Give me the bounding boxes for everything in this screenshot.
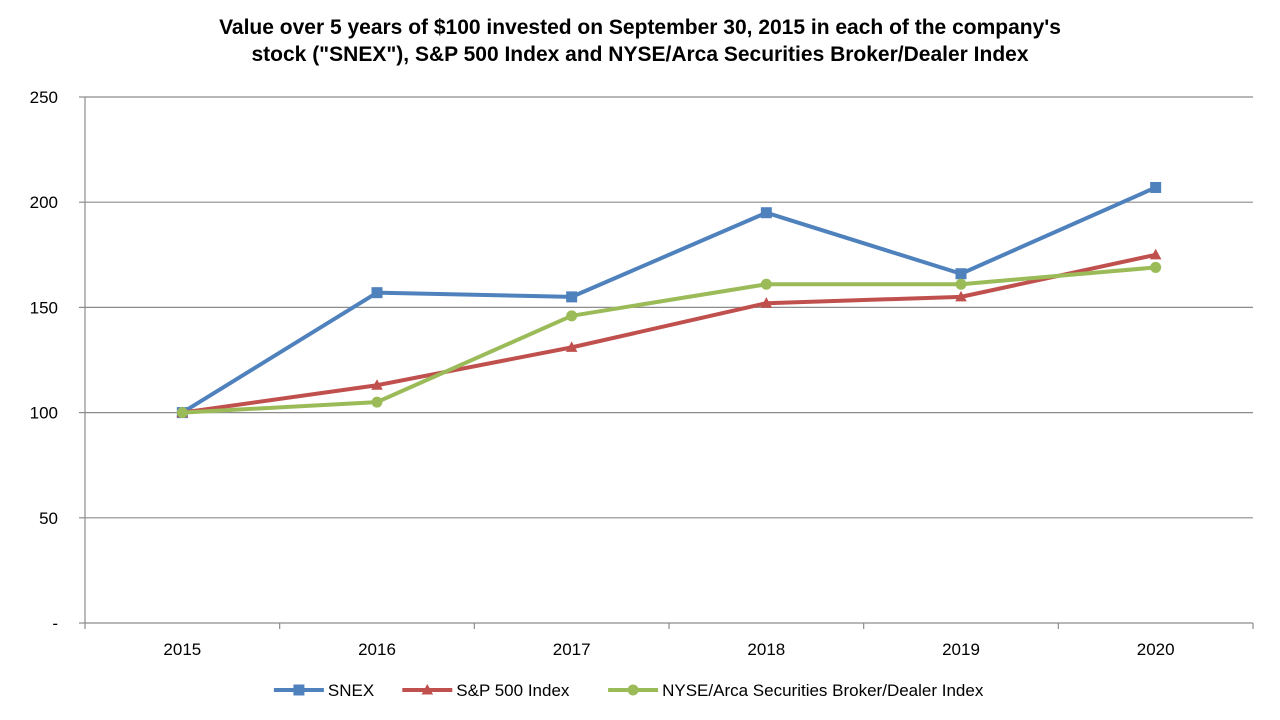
data-point [371, 287, 383, 299]
data-point [565, 341, 578, 352]
legend: SNEX S&P 500 Index NYSE/Arca Securities Br… [273, 681, 984, 700]
x-tick-label: 2020 [1137, 640, 1175, 659]
series-2 [176, 248, 1162, 418]
data-point [566, 291, 578, 303]
data-point [371, 396, 383, 408]
data-point [760, 297, 773, 308]
chart-title-line-2: stock ("SNEX"), S&P 500 Index and NYSE/A… [251, 43, 1029, 66]
x-tick-label: 2018 [747, 640, 785, 659]
series-line [180, 185, 1158, 415]
series-line [180, 252, 1158, 415]
grid [85, 96, 1253, 519]
y-tick-label: 50 [39, 509, 58, 528]
data-point [566, 310, 578, 322]
data-point [1149, 248, 1162, 260]
legend-marker [293, 684, 305, 696]
data-point [955, 268, 967, 280]
series-line [180, 265, 1158, 415]
legend-label: SNEX [328, 681, 374, 700]
data-point [176, 407, 188, 419]
legend-marker [421, 683, 434, 695]
data-point [760, 207, 772, 219]
y-tick-label: 200 [30, 193, 58, 212]
legend-label: NYSE/Arca Securities Broker/Dealer Index [662, 681, 984, 700]
legend-item-2: S&P 500 Index [402, 681, 570, 700]
data-point [1150, 181, 1162, 193]
y-tick-label: 150 [30, 298, 58, 317]
data-point [955, 290, 967, 302]
y-tick-label: - [52, 614, 58, 633]
series-3 [176, 261, 1162, 419]
data-point [1150, 261, 1162, 273]
series-layer [176, 181, 1162, 419]
legend-item-1: SNEX [273, 681, 374, 700]
data-point [760, 278, 772, 290]
legend-label: S&P 500 Index [456, 681, 570, 700]
axes: - 50 100 150 200 250 2015 2016 2017 2018 2019 2020 [30, 88, 1254, 659]
chart-title-line-1: Value over 5 years of $100 invested on S… [219, 16, 1061, 39]
data-point [371, 379, 383, 390]
chart-title: Value over 5 years of $100 invested on S… [0, 14, 1280, 68]
data-point [955, 278, 967, 290]
y-tick-label: 250 [30, 88, 58, 107]
x-tick-label: 2019 [942, 640, 980, 659]
legend-marker [627, 684, 639, 696]
y-tick-label: 100 [30, 404, 58, 423]
legend-item-3: NYSE/Arca Securities Broker/Dealer Index [608, 681, 984, 700]
x-tick-label: 2015 [163, 640, 201, 659]
x-tick-label: 2017 [553, 640, 591, 659]
x-tick-label: 2016 [358, 640, 396, 659]
